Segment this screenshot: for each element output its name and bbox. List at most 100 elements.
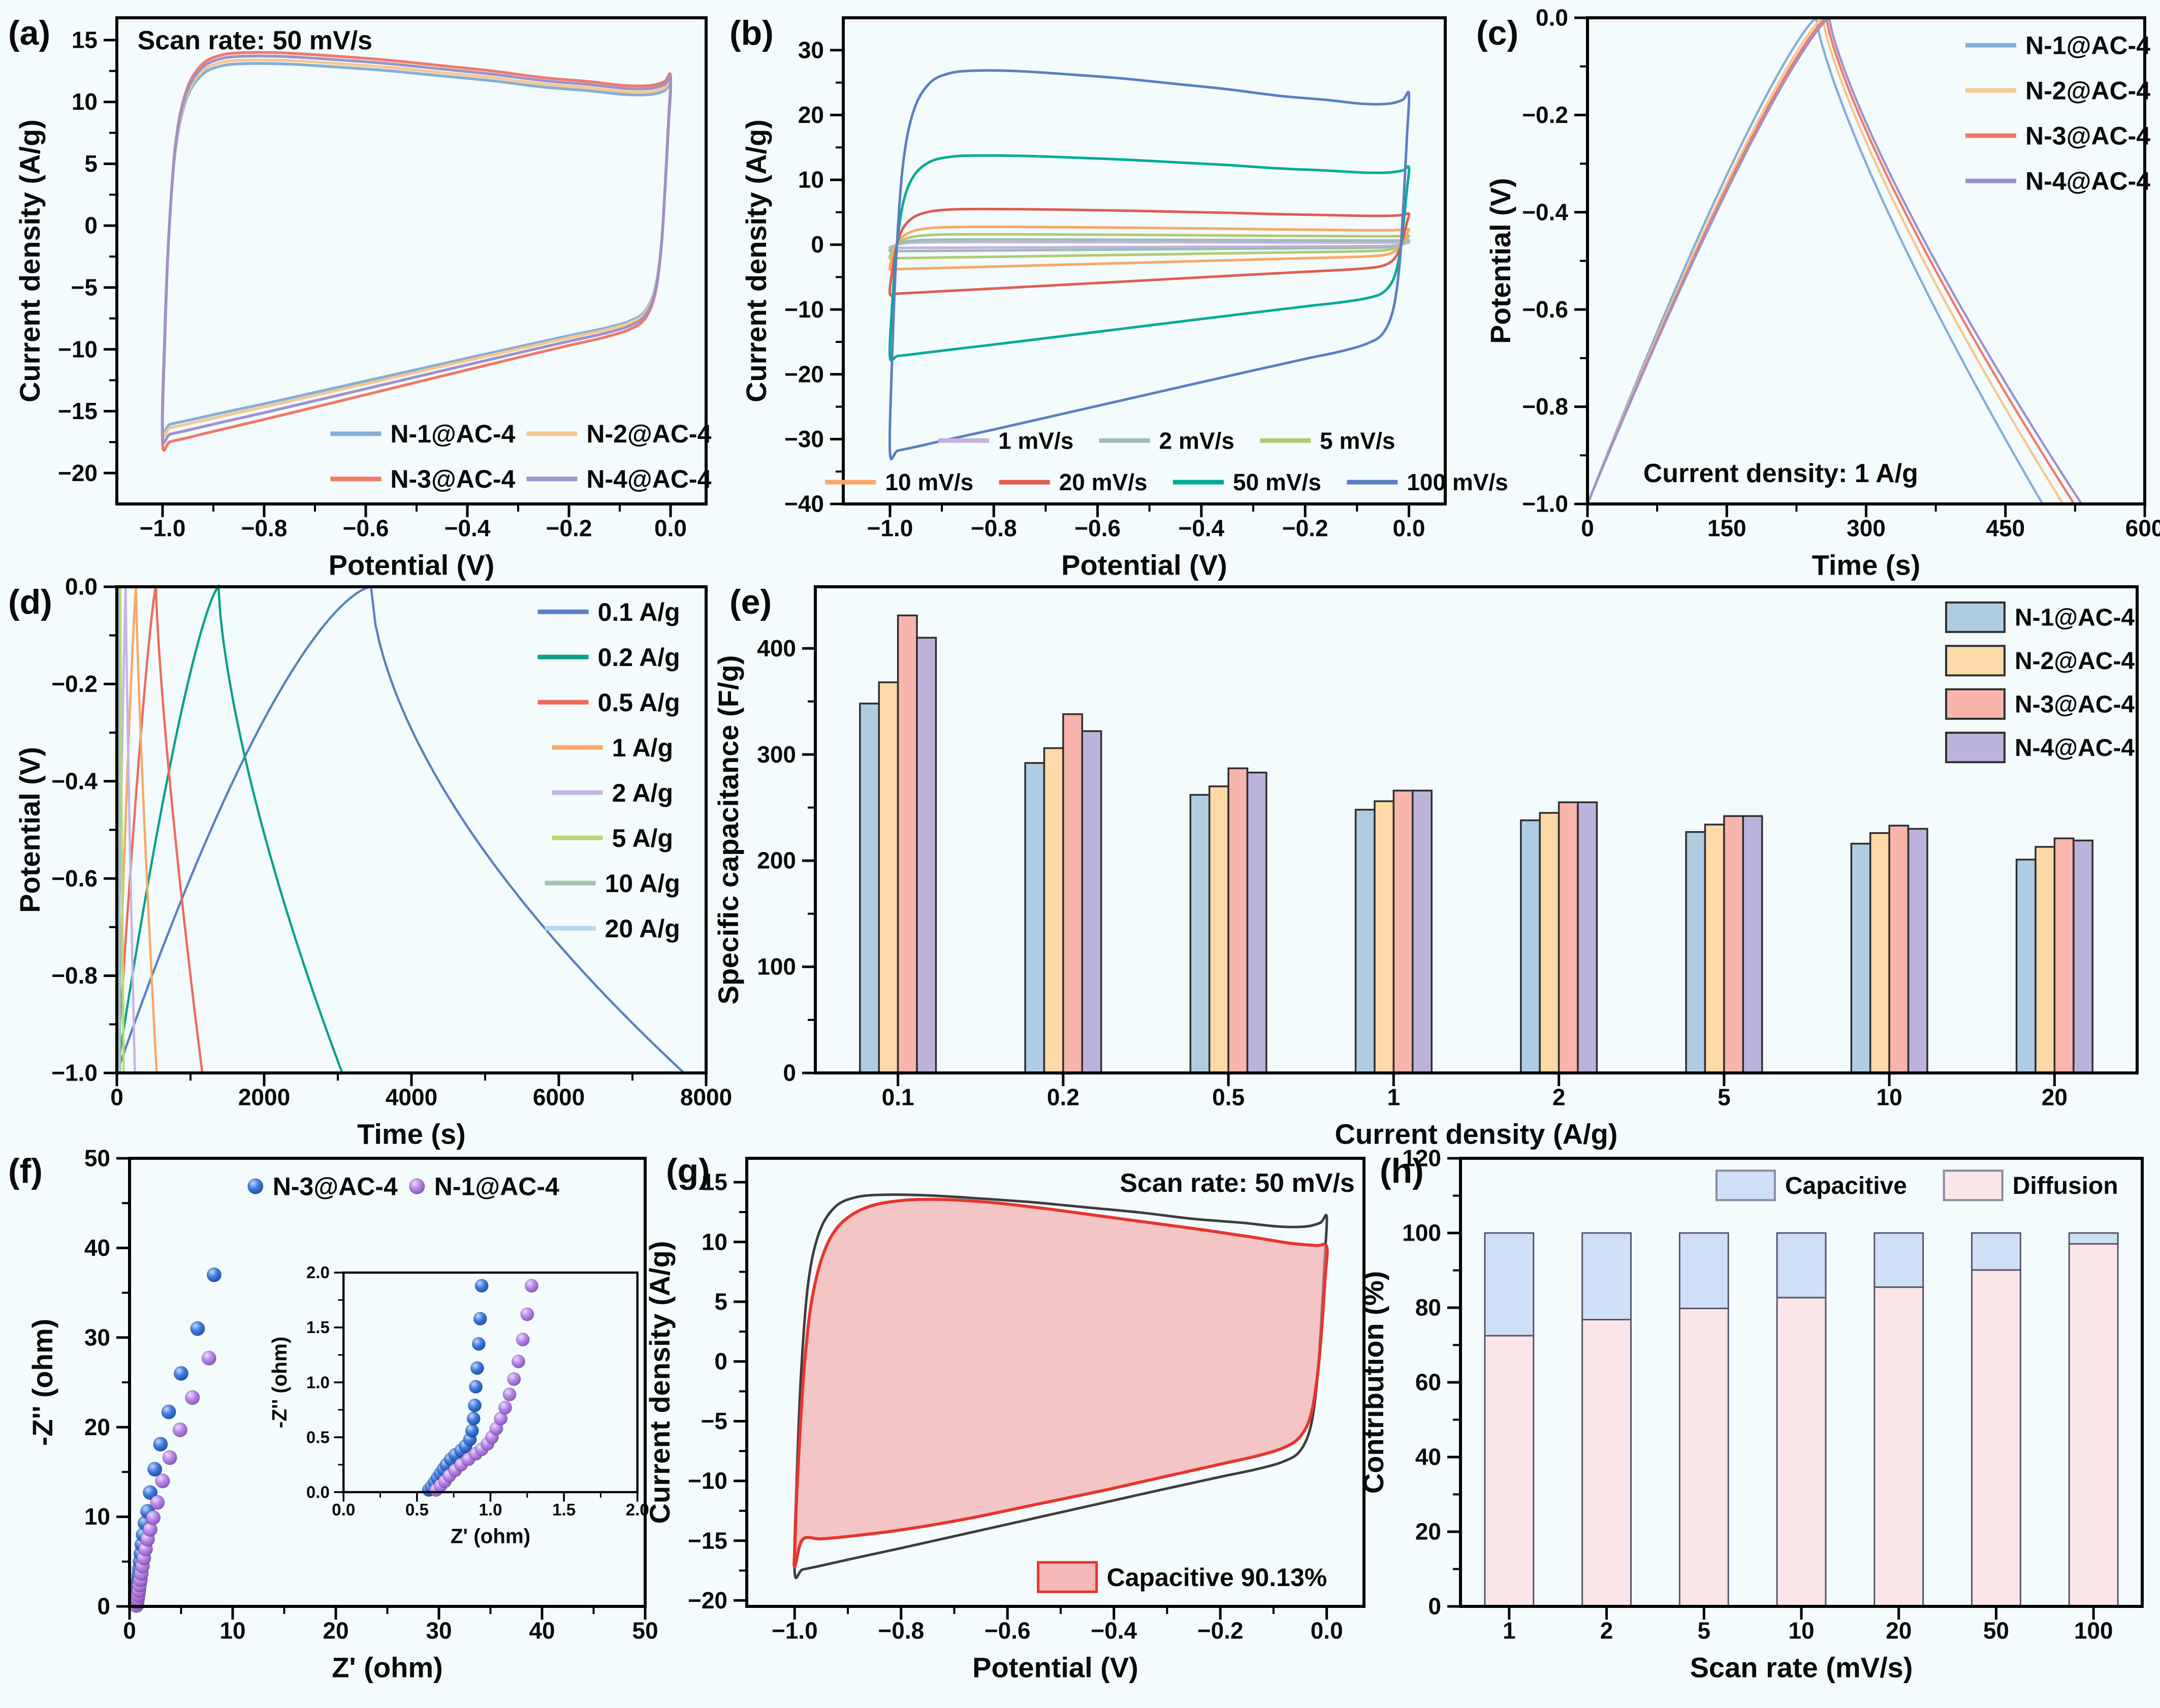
panel-h-contribution-bars: 1 2 5 10 20 50 100 0 20 40 60 80 100 120 Scan rate (mV… xyxy=(1357,1138,2160,1708)
x-tick-label: 100 xyxy=(2074,1618,2113,1644)
legend-label: 2 mV/s xyxy=(1159,427,1234,454)
stacked-bar-segment xyxy=(1971,1232,2021,1271)
legend-label: N-1@AC-4 xyxy=(2015,605,2135,631)
x-tick-label: 2.0 xyxy=(626,1501,649,1520)
nyquist-point xyxy=(162,1450,177,1465)
y-tick-label: 0 xyxy=(714,1348,727,1374)
series-layer xyxy=(792,1193,1329,1579)
y-tick-label: −20 xyxy=(688,1587,727,1614)
nyquist-point xyxy=(172,1422,188,1438)
inset-nyquist-point xyxy=(466,1411,481,1426)
panel-g-capacitive-cv: −1.0 −0.8 −0.6 −0.4 −0.2 0.0 −20 −15 −10 −5 0 5 10 15… xyxy=(644,1138,1372,1708)
legend: N-1@AC-4 N-2@AC-4 N-3@AC-4 N-4@AC-4 xyxy=(1945,601,2135,764)
bar xyxy=(1246,771,1267,1074)
x-axis-title: Potential (V) xyxy=(972,1651,1138,1683)
x-tick-label: 300 xyxy=(1847,515,1886,542)
bar xyxy=(1354,809,1376,1074)
y-tick-label: 10 xyxy=(72,88,98,115)
x-tick-label: −0.2 xyxy=(546,515,592,542)
bar xyxy=(1888,825,1910,1074)
y-tick-label: −0.4 xyxy=(51,768,98,794)
x-tick-label: 1.5 xyxy=(552,1501,576,1520)
x-tick-label: 20 xyxy=(1886,1618,1912,1644)
gcd-curve xyxy=(115,586,158,1073)
x-tick-label: 10 xyxy=(1788,1618,1814,1644)
x-tick-label: 4000 xyxy=(386,1084,437,1111)
y-tick-label: 0 xyxy=(783,1060,796,1086)
bar xyxy=(1043,747,1064,1074)
bar xyxy=(1062,713,1084,1074)
legend-swatch xyxy=(1037,1561,1098,1593)
stacked-bar-segment xyxy=(1581,1232,1632,1321)
x-tick-label: 0.0 xyxy=(1311,1618,1343,1644)
nyquist-point xyxy=(145,1510,161,1526)
bar xyxy=(2073,839,2093,1074)
axes-box xyxy=(745,1157,1365,1608)
x-tick-label: 2 xyxy=(1600,1618,1613,1644)
annotation: Current density: 1 A/g xyxy=(1643,459,1918,488)
stacked-bar-segment xyxy=(1873,1232,1924,1288)
y-axis-title: Potential (V) xyxy=(1484,178,1516,344)
legend-label: N-2@AC-4 xyxy=(2015,648,2135,675)
x-tick-label: 0 xyxy=(1581,515,1594,542)
inset-background xyxy=(343,1272,638,1493)
legend-label: 0.2 A/g xyxy=(598,643,680,672)
x-tick-label: −1.0 xyxy=(140,515,186,542)
y-axis-title: Potential (V) xyxy=(14,747,46,913)
y-tick-label: 5 xyxy=(84,150,98,177)
gcd-curve xyxy=(115,584,343,1073)
cv-curve xyxy=(888,225,1411,272)
legend-label: 1 A/g xyxy=(612,734,673,762)
bar xyxy=(1520,819,1541,1074)
nyquist-point xyxy=(206,1267,222,1283)
cv-curve xyxy=(161,54,672,444)
y-axis-title: Specific capacitance (F/g) xyxy=(712,655,744,1005)
y-tick-label: −1.0 xyxy=(51,1060,98,1086)
legend-label: 5 mV/s xyxy=(1320,427,1395,454)
nyquist-point xyxy=(161,1404,176,1419)
legend-label: N-4@AC-4 xyxy=(2025,167,2150,196)
y-axis-title: -Z'' (ohm) xyxy=(26,1319,58,1446)
y-tick-label: −20 xyxy=(784,361,824,387)
legend-label: N-4@AC-4 xyxy=(2015,735,2135,762)
annotation: Scan rate: 50 mV/s xyxy=(1120,1168,1354,1198)
x-axis-title: Z' (ohm) xyxy=(332,1651,443,1683)
legend-label: 1 mV/s xyxy=(998,427,1073,454)
nyquist-point xyxy=(201,1350,217,1366)
nyquist-point xyxy=(150,1495,165,1510)
bar xyxy=(1539,812,1560,1074)
cv-curve xyxy=(161,58,672,437)
x-tick-label: −0.6 xyxy=(1074,515,1121,542)
x-tick-label: −0.2 xyxy=(1197,1618,1244,1644)
bar xyxy=(1189,794,1211,1074)
inset-nyquist-point xyxy=(502,1387,517,1402)
x-tick-label: 0 xyxy=(123,1618,136,1644)
x-tick-label: 50 xyxy=(1983,1618,2009,1644)
axes-box xyxy=(842,16,1447,505)
inset-nyquist-point xyxy=(470,1361,485,1375)
y-tick-label: 20 xyxy=(1415,1519,1441,1545)
panel-letter: (e) xyxy=(729,583,772,621)
x-tick-label: 2 xyxy=(1552,1084,1566,1111)
y-tick-label: 40 xyxy=(84,1235,110,1261)
cv-curve xyxy=(888,233,1411,260)
x-axis-title: Time (s) xyxy=(357,1118,466,1150)
y-axis-title: Current density (A/g) xyxy=(644,1241,676,1524)
series-layer xyxy=(161,51,672,452)
cv-curve xyxy=(161,51,672,452)
y-axis-title: -Z'' (ohm) xyxy=(268,1337,291,1428)
inset-nyquist-point xyxy=(511,1354,526,1369)
x-tick-label: 0.0 xyxy=(1393,515,1425,542)
x-tick-label: −0.8 xyxy=(878,1618,924,1644)
x-axis-title: Current density (A/g) xyxy=(1335,1118,1618,1150)
nyquist-point xyxy=(185,1390,200,1405)
y-tick-label: 120 xyxy=(1402,1145,1441,1172)
panel-e-capacitance-bars: 0.1 0.2 0.5 1 2 5 10 20 0 100 200 300 400 Current den… xyxy=(712,569,2160,1150)
x-tick-label: 2000 xyxy=(238,1084,290,1111)
y-tick-label: −1.0 xyxy=(1522,491,1568,517)
bar xyxy=(2015,859,2037,1074)
series-layer xyxy=(888,69,1411,461)
x-tick-label: 5 xyxy=(1697,1618,1710,1644)
bar xyxy=(1558,801,1579,1074)
legend-swatch xyxy=(247,1178,264,1194)
